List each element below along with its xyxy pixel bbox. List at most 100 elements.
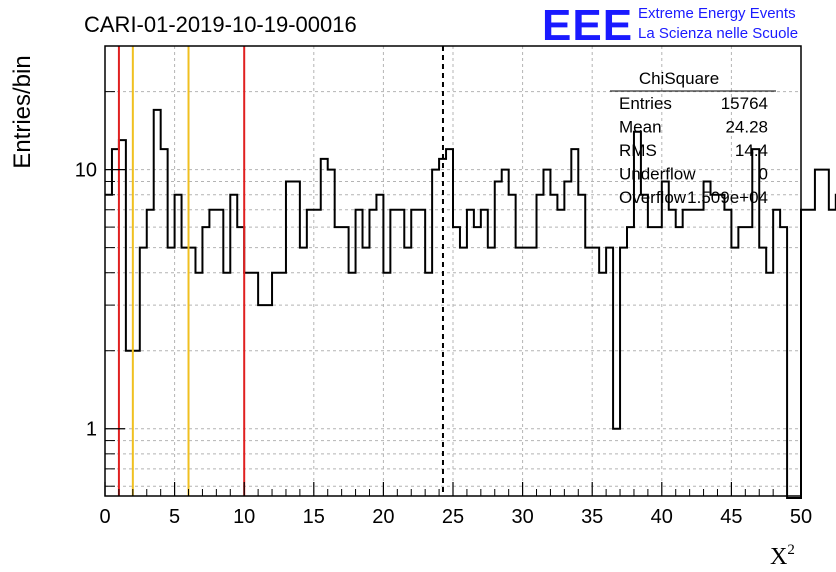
histogram-bin [223,273,230,496]
histogram-bin [731,248,738,496]
histogram-bin [328,170,335,496]
histogram-bin [488,248,495,496]
histogram-bin [349,273,356,496]
histogram-bin [119,140,126,496]
histogram-bin [759,248,766,496]
histogram-bin [432,170,439,496]
histogram-bin [397,210,404,496]
histogram-bin [564,181,571,496]
x-tick-label: 0 [99,506,110,528]
histogram-bin [801,210,808,496]
histogram-bin [641,195,648,496]
histogram-bin [189,248,196,496]
histogram-bin [154,110,161,496]
histogram-bin [662,181,669,496]
histogram-bin [376,195,383,496]
stats-label: RMS [619,141,657,160]
stats-value: 24.28 [725,118,768,137]
histogram-bin [195,273,202,496]
y-tick-label: 1 [86,419,97,441]
x-tick-label: 50 [790,506,812,528]
stats-label: Entries [619,94,672,113]
histogram-bin [279,273,286,496]
stats-value: 15764 [721,94,768,113]
histogram-bin [523,248,530,496]
x-tick-label: 25 [442,506,464,528]
stats-label: Overflow [619,188,687,207]
histogram-bin [446,149,453,496]
histogram-bin [112,149,119,496]
chart-title: CARI-01-2019-10-19-00016 [84,12,357,37]
x-axis-label-main: X [770,544,787,570]
histogram-bin [537,195,544,496]
histogram-bin [126,351,133,496]
histogram-bin [425,273,432,496]
histogram-bin [773,210,780,496]
histogram-bin [516,248,523,496]
histogram-bin [495,181,502,496]
histogram-bars [105,108,836,499]
histogram-bin [530,248,537,496]
histogram-bin [676,227,683,496]
logo-line-2: La Scienza nelle Scuole [638,25,798,42]
histogram-bin [216,210,223,496]
stats-value: 1.509e+04 [687,188,768,207]
histogram-bin [815,170,822,496]
histogram-bin [418,210,425,496]
histogram-bin [648,227,655,496]
histogram-bin [182,248,189,496]
histogram-bin [363,248,370,496]
histogram-bin [321,159,328,496]
x-tick-label: 45 [720,506,742,528]
histogram-bin [690,210,697,496]
histogram-bin [634,132,641,496]
y-tick-label: 10 [75,160,97,182]
logo-mark: EEE [542,1,633,50]
histogram-bin [272,273,279,496]
histogram-bin [550,195,557,496]
histogram-bin [724,210,731,496]
stats-label: Mean [619,118,662,137]
x-axis-label-sup: 2 [787,542,795,558]
histogram-bin [147,210,154,496]
stats-value: 0 [759,165,768,184]
histogram-bin [620,248,627,496]
histogram-bin [404,248,411,496]
histogram-bin [140,248,147,496]
histogram-bin [745,227,752,496]
histogram-bin [606,248,613,496]
histogram-bin [237,227,244,496]
histogram-bin [342,227,349,496]
x-tick-label: 35 [581,506,603,528]
histogram-bin [411,210,418,496]
x-tick-label: 10 [233,506,255,528]
histogram-bin [369,210,376,496]
histogram-bin [209,210,216,496]
histogram-bin [829,210,836,496]
histogram-bin [258,305,265,496]
histogram-bin [766,273,773,496]
histogram-bin [571,149,578,496]
histogram-bin [509,195,516,496]
histogram-bin [557,210,564,496]
y-axis-label: Entries/bin [9,55,36,168]
histogram-bin [244,273,251,496]
histogram-bin [502,170,509,496]
x-tick-label: 40 [651,506,673,528]
histogram-bin [683,210,690,496]
histogram-bin [599,273,606,496]
histogram-bin [168,248,175,496]
histogram-bin [356,210,363,496]
histogram-bin [265,305,272,496]
histogram-bin [613,429,620,496]
stats-rows: Entries 15764 Mean 24.28 RMS 14.4 Underflow 0 Ov… [619,94,768,207]
x-tick-label: 5 [169,506,180,528]
x-axis-label: X2 [770,542,795,570]
stats-title: ChiSquare [639,69,719,88]
histogram-bin [780,227,787,496]
x-tick-label: 15 [303,506,325,528]
axis-ticks: 0 5 10 15 20 25 30 35 40 45 50 1 10 [75,45,812,528]
histogram-bin [822,170,829,496]
histogram-bin [300,248,307,496]
histogram-bin [251,273,258,496]
